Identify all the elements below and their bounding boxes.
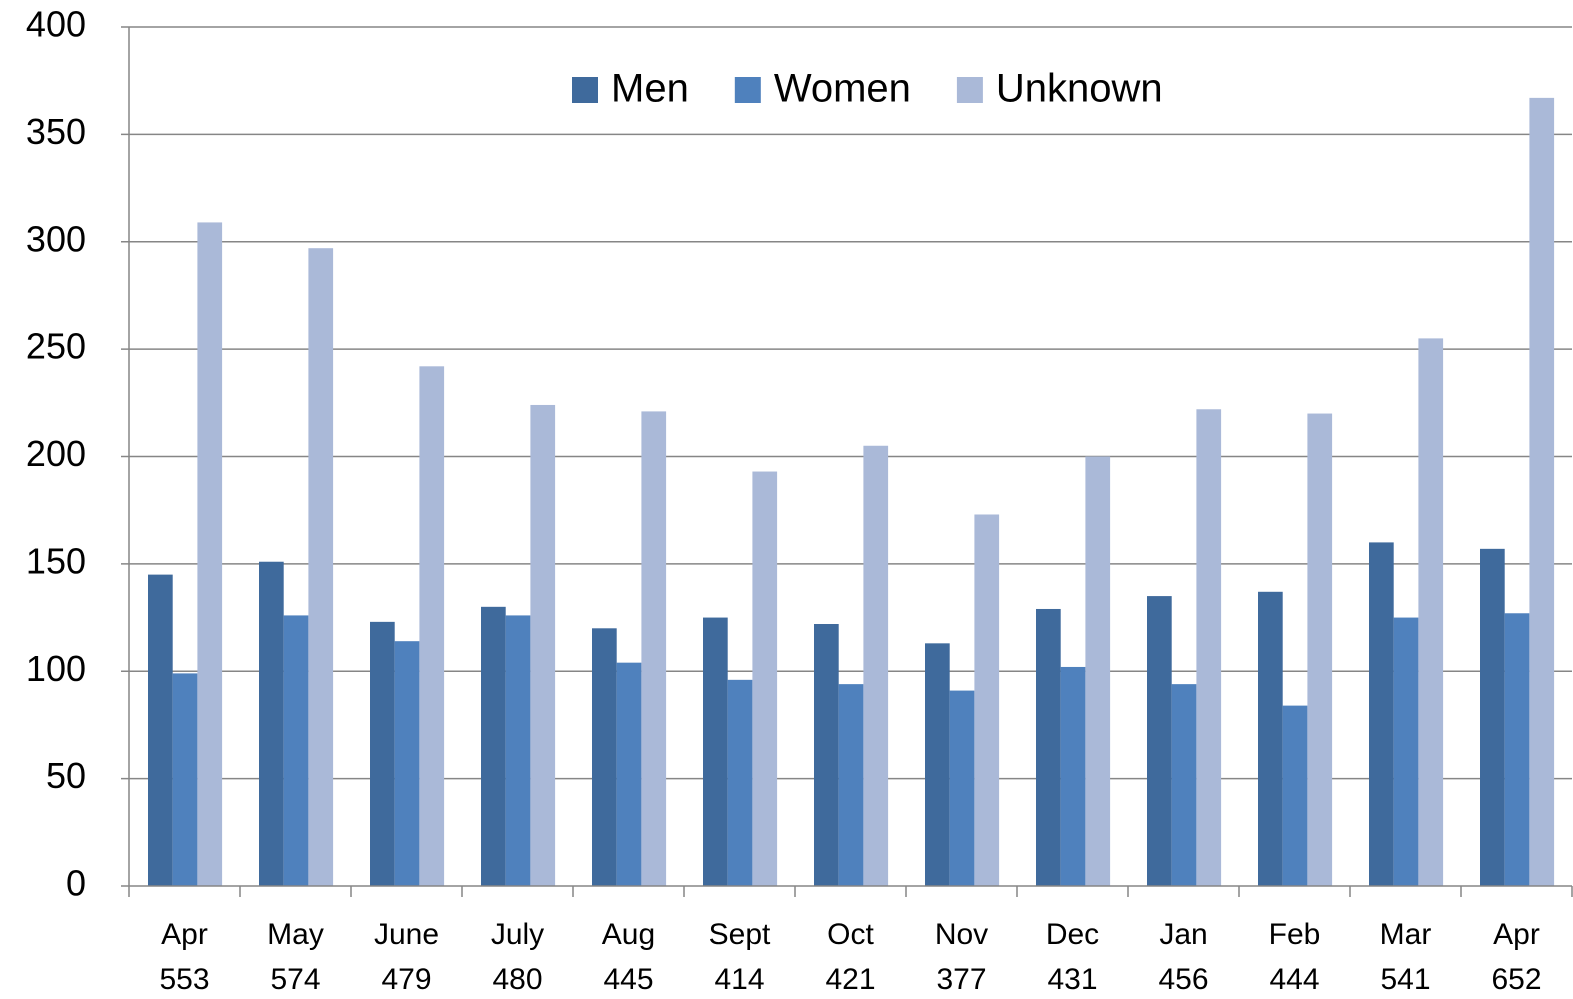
x-tick-label: 652 xyxy=(1491,963,1541,996)
bar xyxy=(1393,617,1419,886)
x-tick-label: Nov xyxy=(935,918,988,951)
bar xyxy=(1036,608,1061,886)
bar xyxy=(1282,705,1308,886)
x-tick-label: 445 xyxy=(603,963,653,996)
x-tick-label: 574 xyxy=(270,963,320,996)
x-tick-label: 456 xyxy=(1158,963,1208,996)
x-tick-label: 479 xyxy=(381,963,431,996)
bar xyxy=(1258,591,1283,886)
x-tick-label: Apr xyxy=(161,918,208,951)
x-tick-label: Jan xyxy=(1159,918,1207,951)
bar xyxy=(1307,413,1333,886)
y-tick-label: 300 xyxy=(26,218,86,259)
legend-label: Women xyxy=(774,67,911,111)
bar xyxy=(259,561,284,886)
bar xyxy=(1196,409,1222,886)
bar xyxy=(863,445,889,886)
legend-swatch xyxy=(572,77,598,103)
bar xyxy=(1418,338,1444,886)
bar xyxy=(949,690,975,886)
x-tick-label: May xyxy=(267,918,324,951)
bar xyxy=(1529,97,1555,887)
bar xyxy=(1147,596,1172,886)
x-tick-label: Mar xyxy=(1380,918,1432,951)
bar xyxy=(616,662,642,886)
x-tick-label: Feb xyxy=(1269,918,1321,951)
legend-label: Men xyxy=(611,67,689,111)
y-tick-label: 100 xyxy=(26,648,86,689)
bar xyxy=(703,617,728,886)
y-tick-label: 50 xyxy=(46,755,86,796)
bar xyxy=(727,679,753,886)
bar xyxy=(481,606,506,886)
x-tick-label: 414 xyxy=(714,963,764,996)
bar xyxy=(308,248,334,886)
x-tick-label: July xyxy=(491,918,544,951)
bar xyxy=(1085,456,1111,886)
x-tick-label: Oct xyxy=(827,918,874,951)
bar xyxy=(370,621,395,886)
bar xyxy=(925,643,950,886)
x-tick-label: Apr xyxy=(1493,918,1540,951)
x-tick-label: 553 xyxy=(159,963,209,996)
bar xyxy=(838,684,864,886)
x-tick-label: June xyxy=(374,918,439,951)
y-tick-label: 400 xyxy=(26,4,86,45)
y-tick-label: 150 xyxy=(26,540,86,581)
bar xyxy=(197,222,223,887)
x-tick-label: Dec xyxy=(1046,918,1099,951)
bar xyxy=(1504,613,1530,886)
bar xyxy=(283,615,309,886)
x-tick-label: 377 xyxy=(936,963,986,996)
legend-swatch xyxy=(734,77,761,103)
legend-swatch xyxy=(956,77,983,103)
bar xyxy=(148,574,173,886)
y-tick-label: 250 xyxy=(26,326,86,367)
bar xyxy=(530,404,556,886)
y-tick-label: 200 xyxy=(26,433,86,474)
bar xyxy=(814,624,839,886)
bar xyxy=(1171,684,1197,886)
legend-label: Unknown xyxy=(996,67,1163,111)
y-tick-label: 0 xyxy=(66,863,86,904)
bar xyxy=(592,628,617,886)
bar xyxy=(1369,542,1394,886)
bar xyxy=(172,673,198,886)
x-tick-label: 431 xyxy=(1047,963,1097,996)
x-tick-label: 541 xyxy=(1380,963,1430,996)
x-tick-label: Sept xyxy=(709,918,771,951)
y-tick-label: 350 xyxy=(26,111,86,152)
bar xyxy=(752,471,778,886)
bar xyxy=(1060,666,1086,886)
x-tick-label: Aug xyxy=(602,918,655,951)
x-tick-label: 480 xyxy=(492,963,542,996)
bar xyxy=(394,641,420,886)
bar xyxy=(419,366,445,886)
x-tick-label: 444 xyxy=(1269,963,1319,996)
x-tick-label: 421 xyxy=(825,963,875,996)
bar xyxy=(974,514,1000,886)
bar xyxy=(505,615,531,886)
bar xyxy=(1480,548,1505,886)
bar xyxy=(641,411,667,886)
